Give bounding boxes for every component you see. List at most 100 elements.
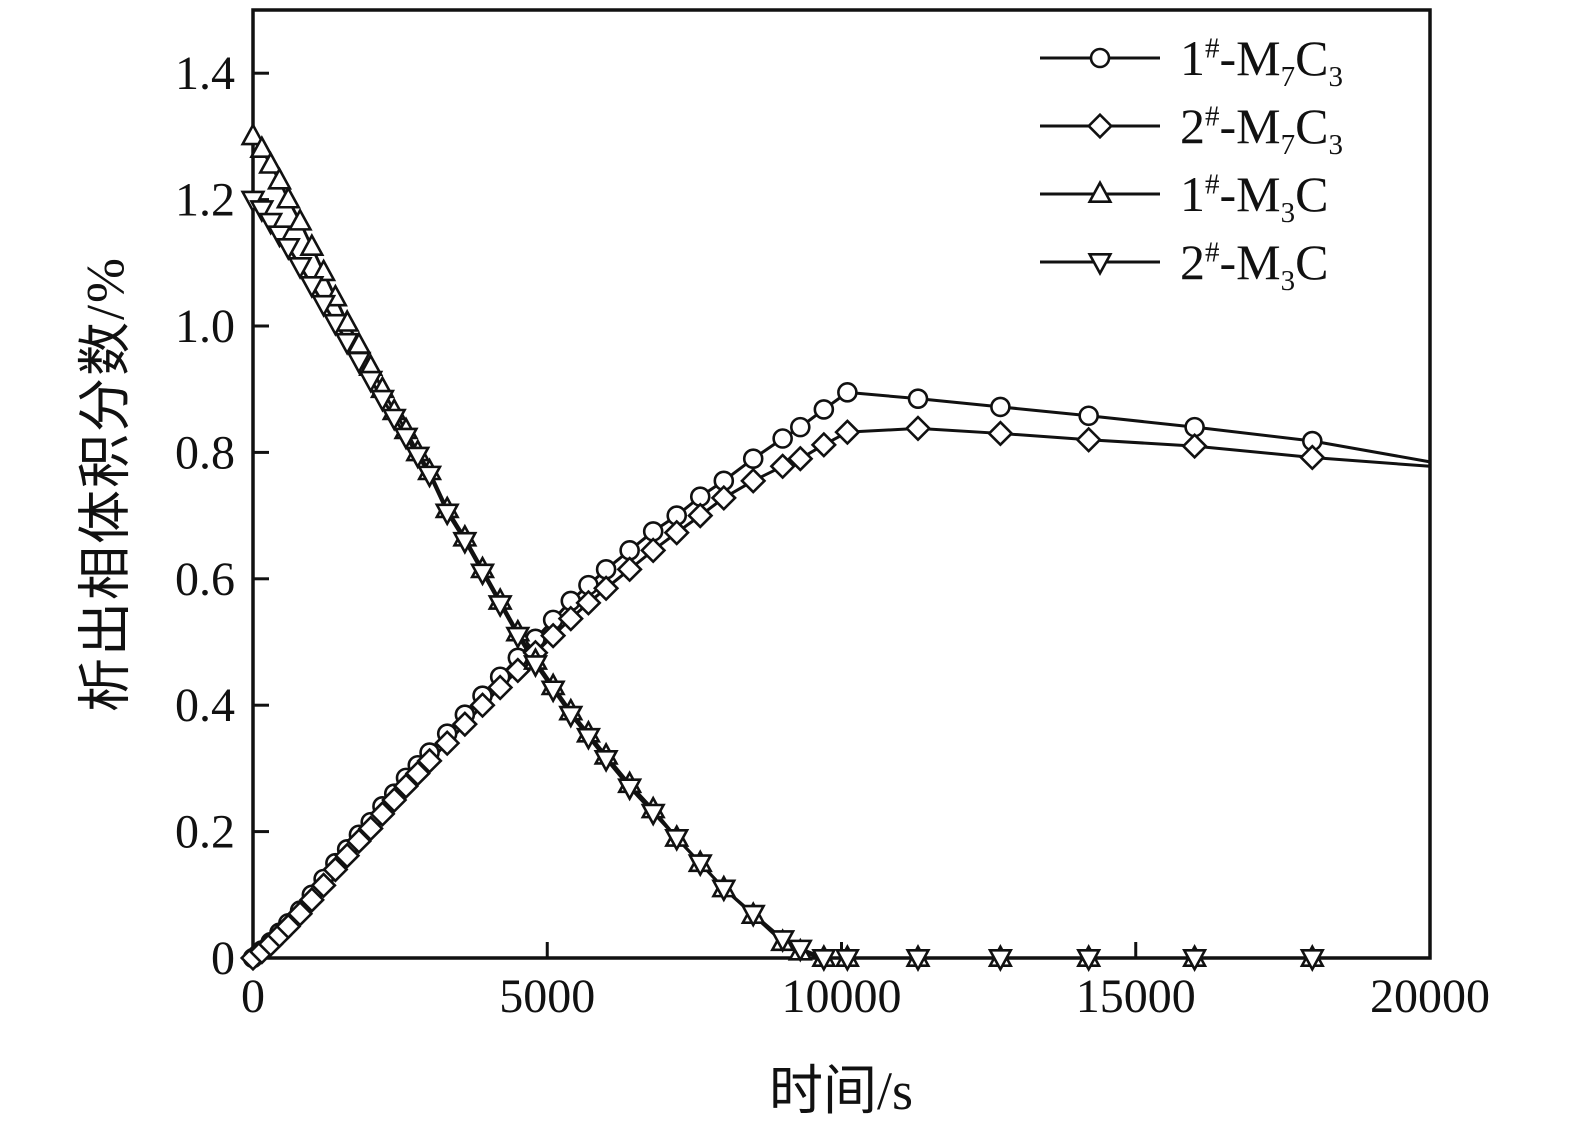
circle-marker-icon bbox=[837, 382, 858, 403]
circle-marker-icon bbox=[1078, 405, 1099, 427]
triangle-down-marker-icon bbox=[487, 595, 513, 619]
triangle-up-marker-icon bbox=[249, 135, 275, 158]
y-tick-label: 1.2 bbox=[175, 174, 235, 227]
triangle-down-marker-icon bbox=[258, 212, 284, 236]
triangle-down-marker-icon bbox=[987, 949, 1013, 972]
diamond-marker-icon bbox=[687, 502, 714, 529]
circle-marker-icon bbox=[990, 396, 1011, 418]
triangle-down-marker-icon bbox=[299, 275, 325, 299]
diamond-marker-icon bbox=[298, 886, 325, 913]
diamond-marker-icon bbox=[416, 747, 443, 774]
legend-label: 1#-M7C3 bbox=[1180, 30, 1343, 93]
series-line-2#-M7C3 bbox=[251, 426, 1432, 960]
x-tick-label: 5000 bbox=[499, 970, 595, 1023]
triangle-down-marker-icon bbox=[640, 803, 666, 827]
diamond-marker-icon bbox=[575, 589, 602, 616]
triangle-down-marker-icon bbox=[540, 680, 566, 704]
triangle-down-marker-icon bbox=[417, 465, 443, 489]
diamond-marker-icon bbox=[392, 773, 420, 800]
diamond-marker-icon bbox=[381, 786, 408, 814]
diamond-marker-icon bbox=[987, 420, 1014, 447]
triangle-down-marker-icon bbox=[452, 531, 478, 555]
triangle-down-marker-icon bbox=[770, 930, 796, 953]
y-tick-label: 0.8 bbox=[175, 426, 235, 479]
legend-label: 1#-M3C bbox=[1180, 166, 1329, 229]
triangle-up-marker-icon bbox=[311, 258, 337, 282]
circle-marker-icon bbox=[813, 399, 835, 420]
diamond-marker-icon bbox=[834, 419, 861, 446]
triangle-down-marker-icon bbox=[1076, 949, 1102, 972]
diamond-marker-icon bbox=[310, 872, 337, 899]
y-tick-label: 0.6 bbox=[175, 553, 235, 606]
y-tick-label: 0 bbox=[211, 932, 235, 985]
triangle-down-marker-icon bbox=[311, 294, 337, 318]
legend: 1#-M7C3 2#-M7C3 1#-M3C 2#-M3C bbox=[1036, 26, 1343, 297]
diamond-marker-icon bbox=[334, 842, 361, 869]
triangle-down-marker-icon bbox=[249, 200, 275, 224]
y-axis-label: 析出相体积分数/% bbox=[75, 256, 136, 712]
legend-item-1#-M7C3: 1#-M7C3 bbox=[1036, 26, 1343, 93]
y-tick-label: 1.0 bbox=[175, 300, 235, 353]
triangle-down-marker-icon bbox=[787, 939, 813, 963]
triangle-down-marker-icon bbox=[1182, 949, 1208, 972]
triangle-down-marker-icon bbox=[811, 949, 837, 972]
triangle-up-marker-icon bbox=[258, 150, 284, 174]
y-tick-label: 0.2 bbox=[175, 806, 235, 859]
diamond-marker-icon bbox=[1299, 444, 1326, 471]
triangle-down-marker-icon bbox=[358, 370, 384, 394]
triangle-up-marker-icon bbox=[1087, 180, 1113, 203]
diamond-marker-icon bbox=[663, 519, 690, 546]
series-markers-2#-M7C3 bbox=[239, 415, 1326, 972]
circle-marker-icon bbox=[790, 416, 811, 438]
diamond-marker-icon bbox=[1181, 432, 1208, 460]
triangle-down-marker-icon bbox=[505, 626, 531, 650]
diamond-marker-icon bbox=[740, 467, 767, 494]
triangle-down-marker-icon bbox=[266, 225, 293, 249]
triangle-down-marker-icon bbox=[664, 828, 690, 852]
legend-item-1#-M3C: 1#-M3C bbox=[1036, 162, 1343, 229]
diamond-marker-icon bbox=[1086, 112, 1114, 140]
triangle-down-marker-icon bbox=[834, 949, 860, 972]
triangle-down-marker-icon bbox=[434, 503, 460, 527]
legend-sample-circle bbox=[1040, 47, 1160, 69]
diamond-marker-icon bbox=[787, 445, 814, 472]
legend-item-2#-M3C: 2#-M3C bbox=[1036, 230, 1343, 297]
triangle-down-marker-icon bbox=[740, 904, 766, 928]
triangle-down-marker-icon bbox=[405, 446, 431, 470]
x-tick-label: 10000 bbox=[782, 970, 902, 1023]
triangle-up-marker-icon bbox=[240, 122, 266, 146]
diamond-marker-icon bbox=[275, 913, 302, 940]
circle-marker-icon bbox=[1089, 47, 1111, 69]
series bbox=[239, 122, 1432, 972]
diamond-marker-icon bbox=[487, 674, 514, 701]
y-tick-label: 1.4 bbox=[175, 47, 235, 100]
diamond-marker-icon bbox=[469, 692, 496, 719]
triangle-down-marker-icon bbox=[381, 408, 407, 432]
legend-label: 2#-M3C bbox=[1180, 234, 1329, 297]
legend-sample-triangle-down bbox=[1040, 253, 1160, 276]
triangle-up-marker-icon bbox=[275, 185, 301, 209]
x-tick-label: 15000 bbox=[1076, 970, 1196, 1023]
triangle-down-marker-icon bbox=[334, 332, 360, 356]
diamond-marker-icon bbox=[557, 605, 584, 632]
triangle-down-marker-icon bbox=[346, 351, 372, 375]
diamond-marker-icon bbox=[369, 800, 396, 827]
triangle-down-marker-icon bbox=[522, 655, 549, 679]
circle-marker-icon bbox=[772, 428, 793, 449]
triangle-down-marker-icon bbox=[617, 778, 643, 802]
diamond-marker-icon bbox=[640, 537, 667, 564]
diamond-marker-icon bbox=[904, 415, 932, 442]
diamond-marker-icon bbox=[1075, 426, 1102, 453]
triangle-down-marker-icon bbox=[469, 563, 496, 587]
triangle-down-marker-icon bbox=[593, 749, 619, 773]
diamond-marker-icon bbox=[810, 431, 837, 458]
triangle-down-marker-icon bbox=[287, 257, 313, 280]
triangle-down-marker-icon bbox=[275, 238, 301, 261]
diamond-marker-icon bbox=[710, 484, 737, 511]
triangle-down-marker-icon bbox=[711, 879, 737, 903]
triangle-down-marker-icon bbox=[1087, 253, 1113, 276]
diamond-marker-icon bbox=[451, 711, 478, 738]
triangle-down-marker-icon bbox=[575, 727, 601, 751]
